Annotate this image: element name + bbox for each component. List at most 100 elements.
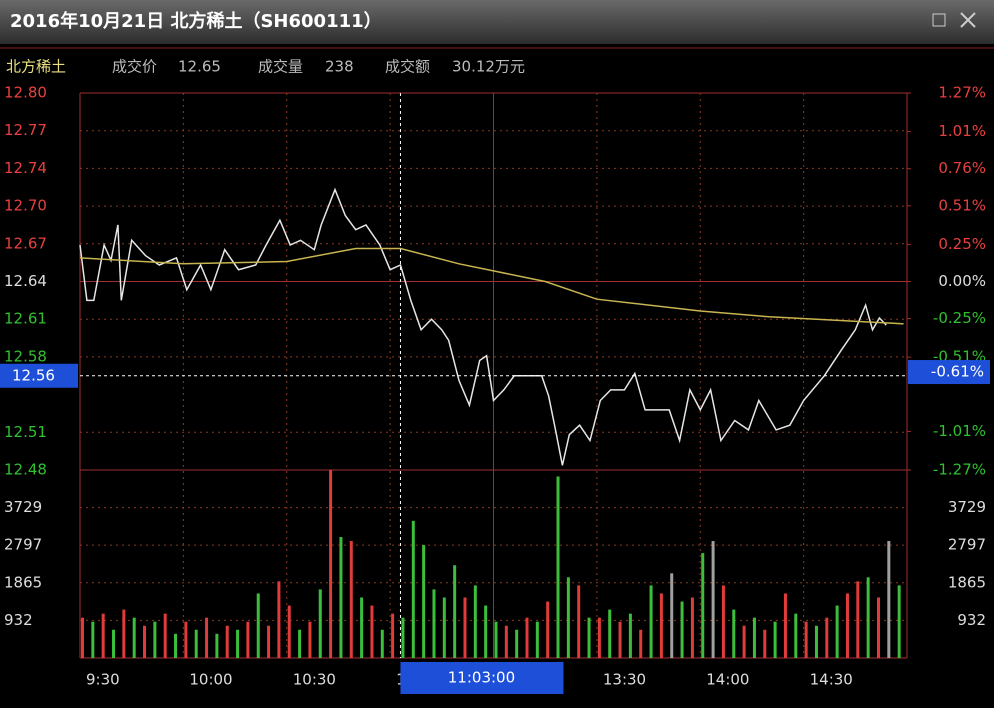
volume-bar [308,621,312,658]
volume-bar [680,601,684,658]
volume-bar [721,585,725,658]
volume-value: 238 [325,58,354,76]
volume-bar [215,633,219,658]
volume-tick-label: 3729 [4,498,42,516]
cursor-y2-box [908,360,990,385]
x-tick-label: 14:30 [810,671,853,689]
volume-bar [246,621,250,658]
volume-bar [587,617,591,658]
volume-tick-label: 3729 [948,498,986,516]
volume-bar [690,597,694,658]
price-value: 12.65 [178,58,221,76]
volume-bar [742,625,746,658]
y-tick-label: 12.58 [4,347,47,365]
amount-label: 成交额 [385,58,430,76]
volume-bar [401,617,405,658]
y-tick-label: 12.48 [4,461,47,479]
volume-bar [122,609,126,658]
volume-bar [763,629,767,658]
x-tick-label: 10:00 [189,671,232,689]
volume-bar [535,621,539,658]
cursor-y-box [0,363,78,388]
volume-bar [876,597,880,658]
volume-bar [845,593,849,658]
volume-bar [670,573,674,658]
volume-bar [112,629,116,658]
volume-bar [163,613,167,658]
volume-bar [639,629,643,658]
volume-tick-label: 2797 [948,536,986,554]
window-title: 2016年10月21日 北方稀土（SH600111） [10,10,382,32]
y-tick-label: 12.74 [4,159,47,177]
y2-tick-label: -0.25% [933,309,986,327]
volume-bar [391,613,395,658]
amount-value: 30.12万元 [452,58,525,76]
volume-bar [597,617,601,658]
volume-bar [546,601,550,658]
volume-tick-label: 1865 [4,573,42,591]
y-tick-label: 12.70 [4,197,47,215]
volume-bar [856,581,860,658]
title-bar [0,0,994,44]
volume-bar [184,621,188,658]
volume-bar [349,541,353,658]
volume-bar [256,593,260,658]
volume-bar [494,621,498,658]
volume-bar [339,536,343,658]
volume-bar [267,625,271,658]
volume-bar [866,577,870,658]
volume-bar [287,605,291,658]
volume-bar [132,617,136,658]
y2-tick-label: 1.27% [938,84,986,102]
y-tick-label: 12.67 [4,234,47,252]
volume-bar [205,617,209,658]
volume-bar [143,625,147,658]
close-button[interactable] [960,12,976,28]
volume-bar [473,585,477,658]
restore-button[interactable] [932,13,946,27]
volume-bar [628,613,632,658]
price-line [79,247,904,325]
volume-bar [659,593,663,658]
volume-bar [814,625,818,658]
volume-bar [556,476,560,658]
volume-bar [370,605,374,658]
y-tick-label: 12.80 [4,84,47,102]
volume-bar [649,585,653,658]
volume-bar [577,585,581,658]
volume-bar [442,597,446,658]
volume-bar [515,629,519,658]
y2-tick-label: 0.25% [938,235,986,253]
volume-bar [887,541,891,658]
y2-tick-label: -1.27% [933,461,986,479]
cursor-y-label: 12.56 [12,366,55,384]
x-tick-label: 10:30 [293,671,336,689]
y2-tick-label: 0.76% [938,159,986,177]
price-line [79,187,887,466]
volume-bar [360,597,364,658]
volume-bar [804,621,808,658]
volume-bar [783,593,787,658]
volume-tick-label: 932 [4,611,33,629]
cursor-x-label: 11:03:00 [448,669,515,687]
volume-bar [194,629,198,658]
cursor-x-box [400,662,564,694]
volume-bar [277,581,281,658]
volume-label: 成交量 [258,58,303,76]
volume-bar [711,541,715,658]
volume-bar [825,617,829,658]
volume-bar [422,545,426,658]
y2-tick-label: 0.51% [938,196,986,214]
volume-tick-label: 2797 [4,536,42,554]
volume-bar [752,617,756,658]
volume-bar [432,589,436,658]
volume-bar [463,597,467,658]
volume-tick-label: 1865 [948,573,986,591]
volume-bar [380,629,384,658]
y-tick-label: 12.61 [4,310,47,328]
y-tick-label: 12.77 [4,121,47,139]
y2-tick-label: 1.01% [938,122,986,140]
volume-bar [225,625,229,658]
